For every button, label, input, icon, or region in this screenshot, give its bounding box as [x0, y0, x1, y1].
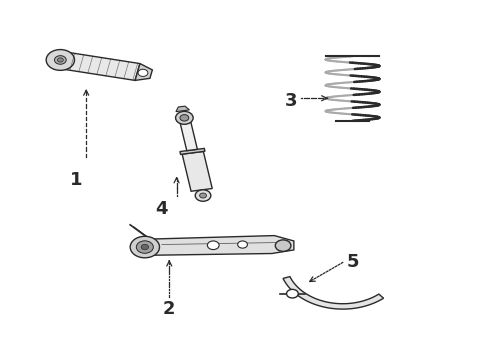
Circle shape: [287, 289, 298, 298]
Circle shape: [130, 236, 159, 258]
Polygon shape: [176, 106, 190, 112]
Text: 2: 2: [163, 300, 175, 318]
Polygon shape: [147, 235, 294, 255]
Circle shape: [175, 111, 193, 124]
Text: 3: 3: [285, 92, 297, 110]
Circle shape: [141, 244, 148, 250]
Circle shape: [46, 50, 74, 70]
Polygon shape: [180, 148, 205, 154]
Circle shape: [275, 240, 291, 251]
Circle shape: [199, 193, 206, 198]
Circle shape: [238, 241, 247, 248]
Circle shape: [207, 241, 219, 249]
Polygon shape: [179, 117, 197, 151]
Circle shape: [180, 114, 189, 121]
Circle shape: [54, 56, 66, 64]
Text: 5: 5: [346, 253, 359, 271]
Polygon shape: [182, 152, 212, 191]
Text: 4: 4: [156, 200, 168, 218]
Polygon shape: [283, 276, 384, 309]
Circle shape: [57, 58, 63, 62]
Circle shape: [136, 241, 153, 253]
Polygon shape: [58, 51, 140, 80]
Circle shape: [138, 69, 148, 76]
Text: 1: 1: [70, 171, 83, 189]
Circle shape: [195, 190, 211, 201]
Polygon shape: [135, 64, 152, 80]
